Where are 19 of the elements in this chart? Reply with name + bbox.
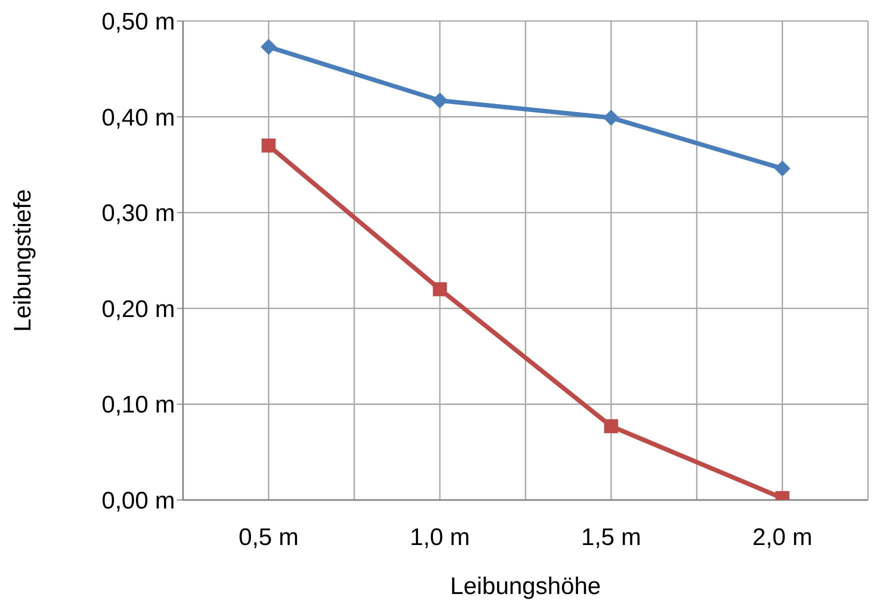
y-tick-label: 0,40 m [102,104,175,132]
y-axis-title: Leibungstiefe [10,189,37,332]
x-axis-title: Leibungshöhe [450,573,601,600]
point [432,282,447,296]
y-tick-label: 0,20 m [102,296,175,323]
point [603,110,620,126]
point [432,92,448,109]
y-tick-label: 0,10 m [102,392,175,419]
point [774,160,790,177]
point [604,419,618,434]
x-tick-label: 0,5 m [238,524,299,552]
point [262,138,276,153]
y-tick-label: 0,00 m [102,488,175,515]
x-tick-label: 2,0 m [752,524,812,552]
point [260,38,277,55]
y-tick-label: 0,30 m [102,200,175,228]
x-tick-label: 1,0 m [410,524,470,552]
x-tick-label: 1,5 m [581,524,642,552]
y-tick-label: 0,50 m [102,8,175,36]
